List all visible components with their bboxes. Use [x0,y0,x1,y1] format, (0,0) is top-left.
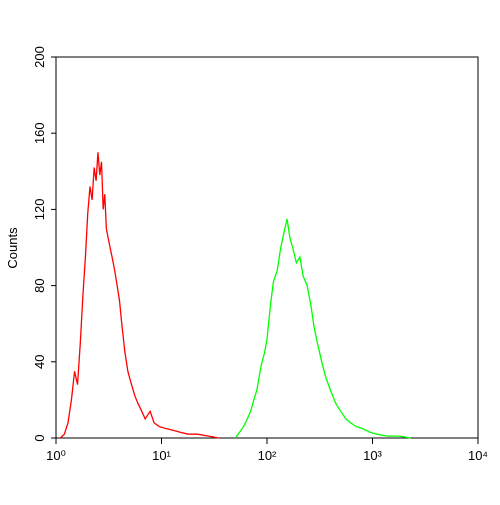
x-tick-label: 10⁴ [468,448,488,463]
y-tick-label: 0 [32,434,47,441]
x-tick-label: 10¹ [152,448,171,463]
histogram-line [59,152,220,439]
y-tick-label: 80 [32,278,47,292]
y-tick-label: 200 [32,46,47,68]
x-tick-label: 10² [258,448,277,463]
y-tick-label: 120 [32,199,47,221]
plot-frame [55,56,479,439]
y-tick-label: 160 [32,122,47,144]
x-tick-label: 10³ [363,448,382,463]
y-axis-label: Counts [5,227,20,269]
y-tick-label: 40 [32,355,47,369]
histogram-line [234,218,411,439]
x-tick-label: 10⁰ [46,448,66,463]
